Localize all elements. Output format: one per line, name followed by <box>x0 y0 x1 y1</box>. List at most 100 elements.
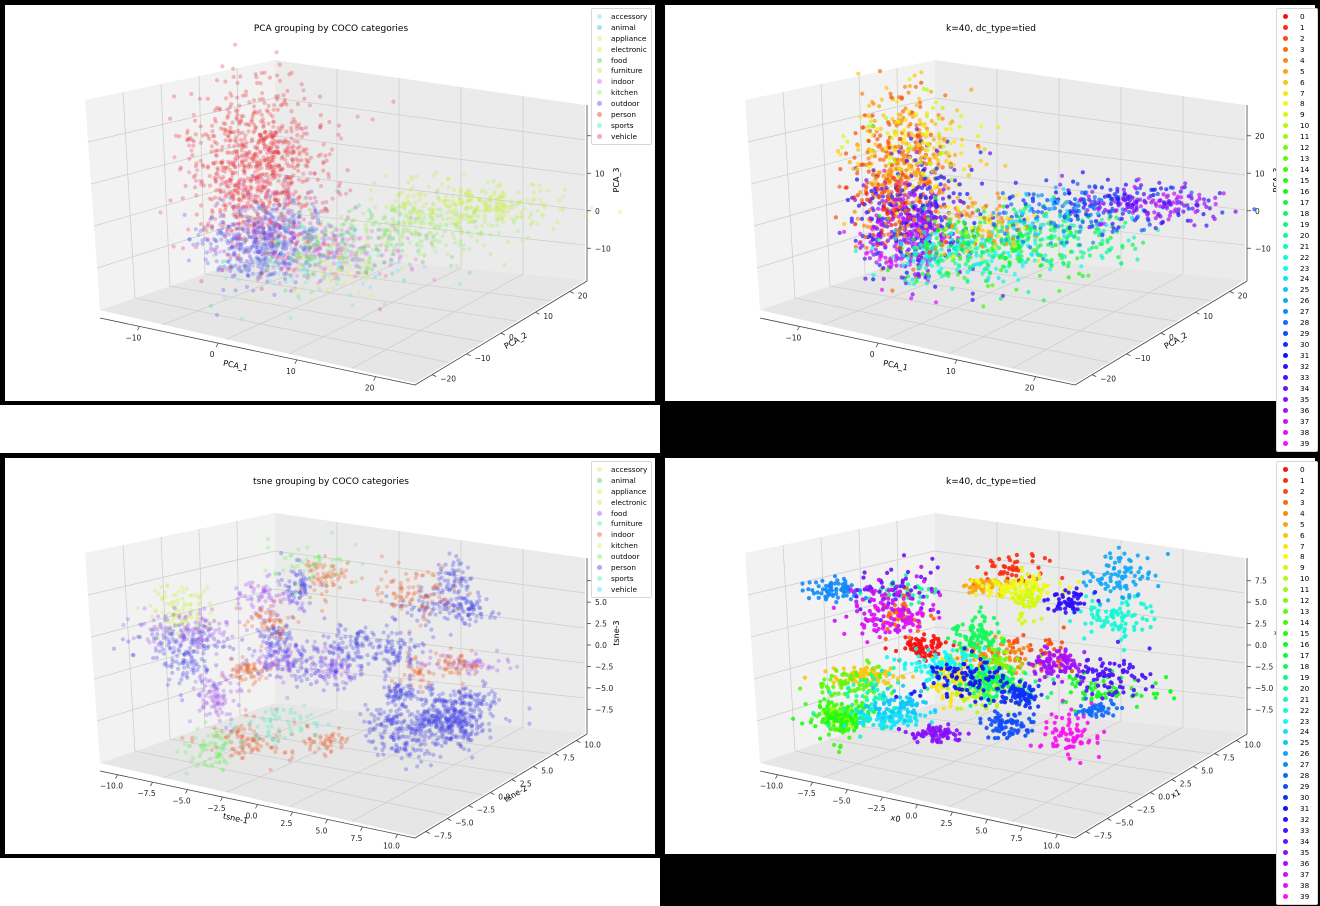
data-point <box>917 100 923 105</box>
z-tick-label: 20 <box>1255 132 1265 141</box>
data-point <box>318 184 324 189</box>
data-point <box>309 251 314 256</box>
data-point <box>1077 242 1082 248</box>
data-point <box>260 172 265 177</box>
data-point <box>252 110 257 115</box>
legend-marker <box>597 111 602 117</box>
data-point <box>312 195 317 200</box>
data-point <box>1037 202 1042 207</box>
data-point <box>409 211 414 216</box>
data-point <box>256 184 261 189</box>
data-point <box>283 263 288 268</box>
legend-item: kitchen <box>595 87 647 98</box>
data-point <box>246 250 251 255</box>
data-point <box>322 272 327 277</box>
data-point <box>182 212 187 217</box>
data-point <box>223 234 228 239</box>
data-point <box>884 260 889 265</box>
data-point <box>249 119 254 124</box>
data-point <box>1041 256 1046 262</box>
data-point <box>489 223 495 228</box>
data-point <box>275 149 280 154</box>
data-point <box>233 234 238 239</box>
data-point <box>304 260 309 265</box>
data-point <box>283 157 288 162</box>
data-point <box>833 215 838 220</box>
data-point <box>191 242 196 247</box>
data-point <box>272 219 277 224</box>
data-point <box>288 255 294 260</box>
data-point <box>265 109 270 114</box>
data-point <box>1089 219 1094 224</box>
data-point <box>365 258 370 263</box>
data-point <box>276 139 281 144</box>
data-point <box>448 216 453 221</box>
data-point <box>914 169 919 174</box>
data-point <box>270 255 275 260</box>
y-tick <box>432 374 437 377</box>
data-point <box>1207 206 1212 211</box>
data-point <box>302 246 307 251</box>
data-point <box>356 290 361 296</box>
data-point <box>291 235 296 240</box>
legend-marker <box>1283 309 1288 315</box>
data-point <box>1049 198 1054 203</box>
data-point <box>281 242 286 247</box>
data-point <box>897 228 902 233</box>
data-point <box>529 212 534 217</box>
data-point <box>267 200 272 205</box>
data-point <box>251 228 256 233</box>
data-point <box>1007 196 1012 201</box>
data-point <box>340 246 345 251</box>
legend-item: vehicle <box>595 131 647 142</box>
data-point <box>308 257 313 262</box>
data-point <box>880 241 885 246</box>
data-point <box>246 195 251 200</box>
data-point <box>370 213 375 218</box>
legend-marker <box>1283 276 1288 282</box>
data-point <box>1108 235 1113 240</box>
data-point <box>252 223 257 228</box>
data-point <box>467 192 472 197</box>
data-point <box>257 235 262 240</box>
data-point <box>516 201 521 206</box>
data-point <box>223 165 228 170</box>
data-point <box>397 210 402 215</box>
data-point <box>323 225 328 230</box>
data-point <box>255 162 260 167</box>
data-point <box>499 208 504 214</box>
data-point <box>881 157 886 162</box>
data-point <box>251 159 256 164</box>
data-point <box>300 273 305 279</box>
data-point <box>1089 199 1094 204</box>
data-point <box>259 244 264 249</box>
data-point <box>391 252 397 257</box>
data-point <box>289 70 294 75</box>
data-point <box>241 144 247 149</box>
data-point <box>267 217 272 222</box>
data-point <box>1152 210 1157 215</box>
data-point <box>952 167 957 172</box>
data-point <box>994 207 1000 212</box>
data-point <box>289 239 294 244</box>
data-point <box>275 256 280 261</box>
y-tick-label: 0 <box>1169 333 1174 342</box>
x-tick <box>1033 376 1036 381</box>
data-point <box>213 179 218 184</box>
data-point <box>279 156 284 161</box>
data-point <box>1057 288 1062 294</box>
data-point <box>377 222 382 227</box>
legend-marker <box>1283 210 1288 216</box>
data-point <box>323 253 328 258</box>
data-point <box>292 231 297 236</box>
data-point <box>255 141 260 146</box>
data-point <box>252 144 257 149</box>
data-point <box>277 215 282 220</box>
data-point <box>934 236 939 241</box>
data-point <box>219 231 224 236</box>
data-point <box>220 226 225 231</box>
data-point <box>308 221 313 226</box>
data-point <box>263 260 269 265</box>
legend-marker <box>1283 199 1288 205</box>
data-point <box>270 150 275 155</box>
